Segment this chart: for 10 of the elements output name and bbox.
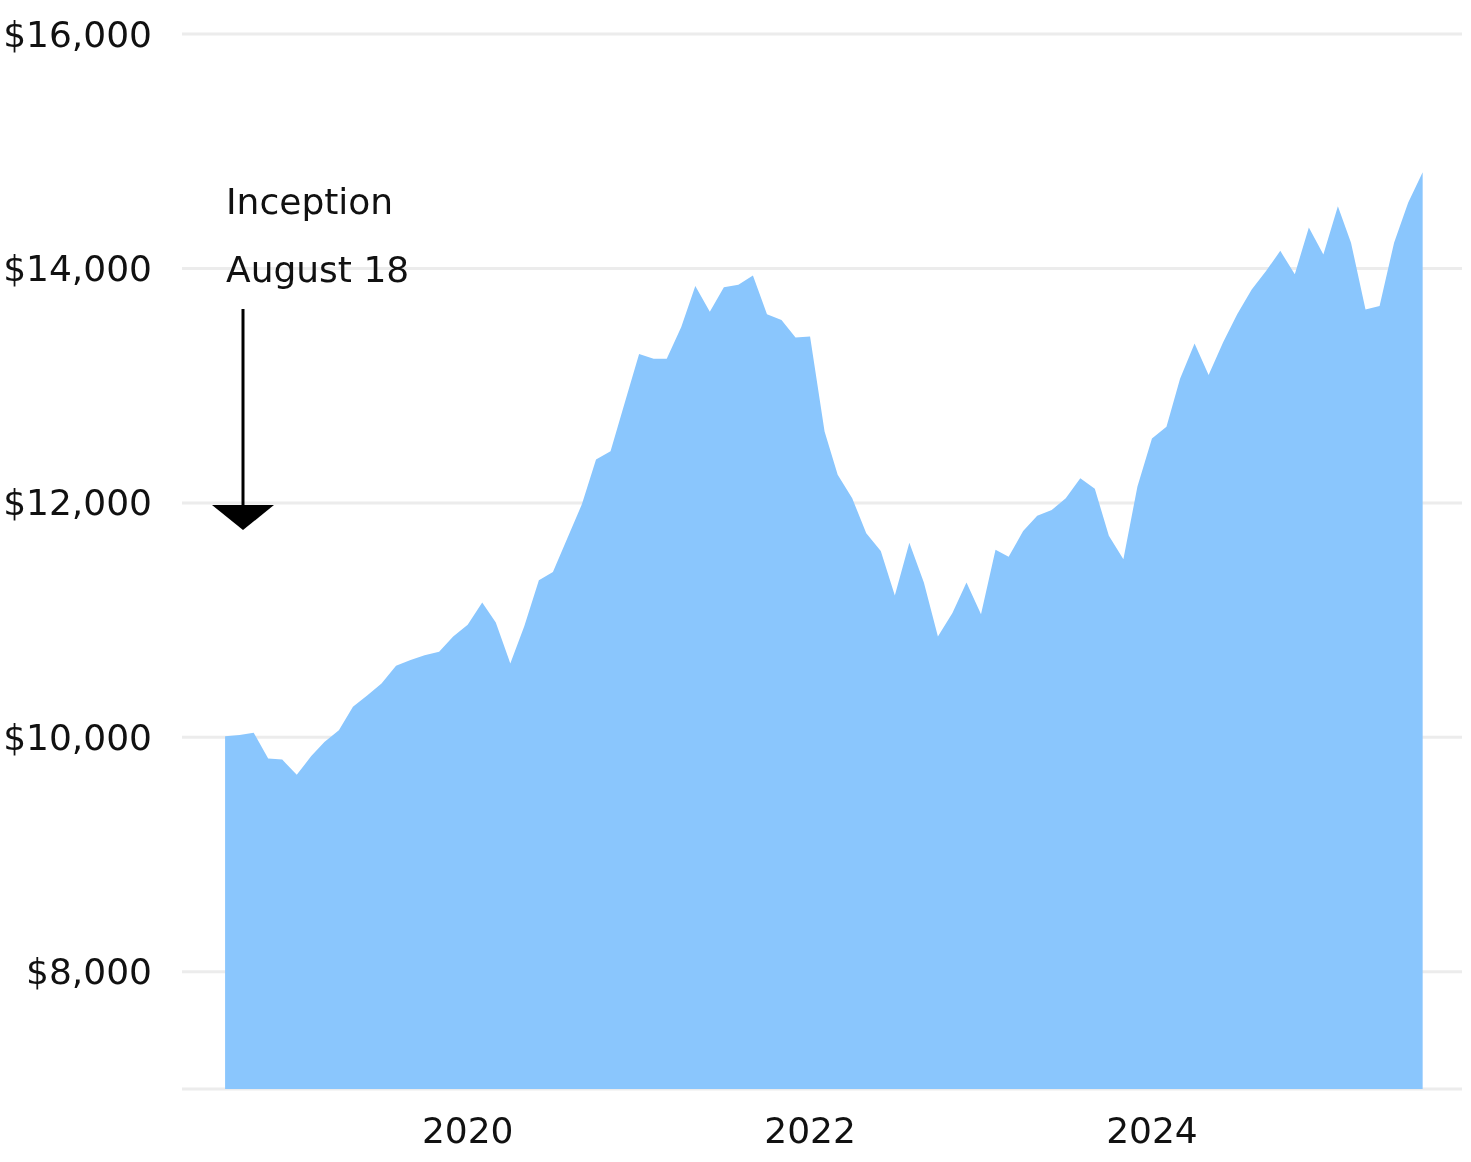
y-tick-label: $16,000: [3, 13, 152, 55]
y-tick-label: $12,000: [3, 482, 152, 524]
y-tick-label: $14,000: [3, 248, 152, 290]
annotation: August 18: [226, 248, 410, 290]
x-tick-label: 2022: [764, 1110, 856, 1151]
x-tick-label: 2020: [421, 1110, 514, 1151]
annotation: Inception: [226, 180, 394, 222]
y-tick-label: $8,000: [26, 951, 152, 993]
y-tick-label: $10,000: [3, 716, 152, 758]
x-tick-label: 2024: [1106, 1110, 1198, 1151]
